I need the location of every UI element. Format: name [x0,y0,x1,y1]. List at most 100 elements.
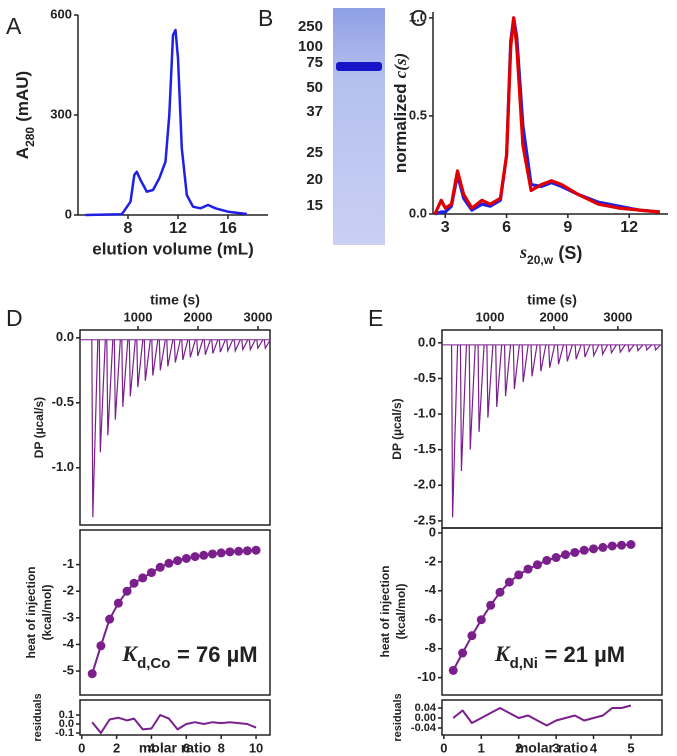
data-point [467,631,477,641]
plot-frame [79,699,271,736]
data-point [560,550,570,560]
y-tick-label: 0.0 [409,205,427,220]
data-line [91,714,257,734]
y-tick-label: -4 [62,636,74,651]
y-tick-label: 1.0 [409,9,427,24]
y-tick-label: -5 [62,662,74,677]
label-part: normalized [391,83,410,173]
x-tick-label: 4 [590,740,598,755]
x-tick-label: 1000 [124,309,153,324]
marker-label: 75 [306,54,323,71]
data-point [173,556,183,566]
y-tick-label: -6 [424,611,436,626]
label: s20,w (S) [519,242,582,267]
data-point [251,545,261,555]
data-point [190,552,200,562]
y-tick-label: -3 [62,609,74,624]
x-tick-label: 8 [124,220,133,237]
injection-peak [530,344,538,377]
x-tick-label: 9 [563,219,572,236]
injection-peak [188,339,196,358]
injection-peak [218,339,226,353]
x-tick-label: 1 [478,740,485,755]
label-part: 280 [23,127,37,147]
injection-peak [136,339,144,388]
data-point [155,562,165,572]
y-tick-label: 0.0 [418,334,436,349]
panel-letter: E [368,305,383,331]
x-tick-label: 12 [620,219,638,236]
x-tick-label: 2 [113,740,120,755]
injection-peak [233,339,241,354]
data-point [626,539,636,549]
label-part: d,Co [137,655,170,672]
data-point [542,555,552,565]
injection-peak [450,344,459,518]
y-tick-label: -10 [417,669,436,684]
label-part: A [13,147,32,159]
data-point [495,587,505,597]
y-axis-label: residuals [392,693,404,741]
data-point [181,553,191,563]
data-point [242,546,252,556]
y-tick-label: -2 [424,553,436,568]
data-point [164,558,174,568]
data-point [523,564,533,574]
gel-lane [333,8,385,245]
injection-peak [143,339,151,381]
y-tick-label: -1.0 [52,459,74,474]
y-tick-label: -1.5 [414,441,436,456]
injection-peak [512,344,520,390]
data-point [570,547,580,557]
y-axis-label: heat of injection [378,565,392,657]
x-tick-label: 1000 [476,309,505,324]
injection-peak [503,344,512,397]
marker-label: 20 [306,171,323,188]
x-tick-label: 3000 [244,309,273,324]
injection-peak [106,339,114,436]
data-point [598,542,608,552]
data-point [448,665,458,675]
label-part: = 76 µM [177,642,258,667]
y-tick-label: -0.5 [52,394,74,409]
injection-peak [256,339,264,351]
label-part: 20,w [527,253,554,267]
data-point [551,553,561,563]
data-point [476,615,486,625]
data-point [234,546,244,556]
injection-peak [211,339,219,354]
label: A280 (mAU) [13,71,37,159]
x-tick-label: 3 [552,740,559,755]
data-point [207,549,217,559]
data-point [589,544,599,554]
injection-peak [241,339,249,352]
injection-peak [203,339,211,355]
x-axis-label: molar ratio [516,740,588,756]
data-line [433,16,660,215]
data-point [458,648,468,658]
injection-peak [196,339,204,357]
y-tick-label: -0.5 [414,370,436,385]
label-part: s [519,242,527,262]
data-point [607,541,617,551]
injection-peak [113,339,121,420]
x-tick-label: 6 [502,219,511,236]
x-axis-label: elution volume (mL) [92,239,254,258]
label: normalized c(s) [391,53,411,173]
x-tick-label: 4 [148,740,156,755]
label-part: (S) [558,243,582,263]
x-tick-label: 8 [218,740,225,755]
data-point [138,573,148,583]
marker-label: 15 [306,197,323,214]
x-tick-label: 3000 [603,309,632,324]
data-point [216,548,226,558]
panel-letter: C [410,5,427,31]
data-line [434,16,660,216]
plot-frame [79,329,271,526]
x-tick-label: 16 [219,220,237,237]
injection-peak [618,344,626,354]
data-point [96,641,106,651]
injection-peak [263,339,271,351]
plot-frame [441,527,663,696]
label-part: c(s) [391,53,410,78]
